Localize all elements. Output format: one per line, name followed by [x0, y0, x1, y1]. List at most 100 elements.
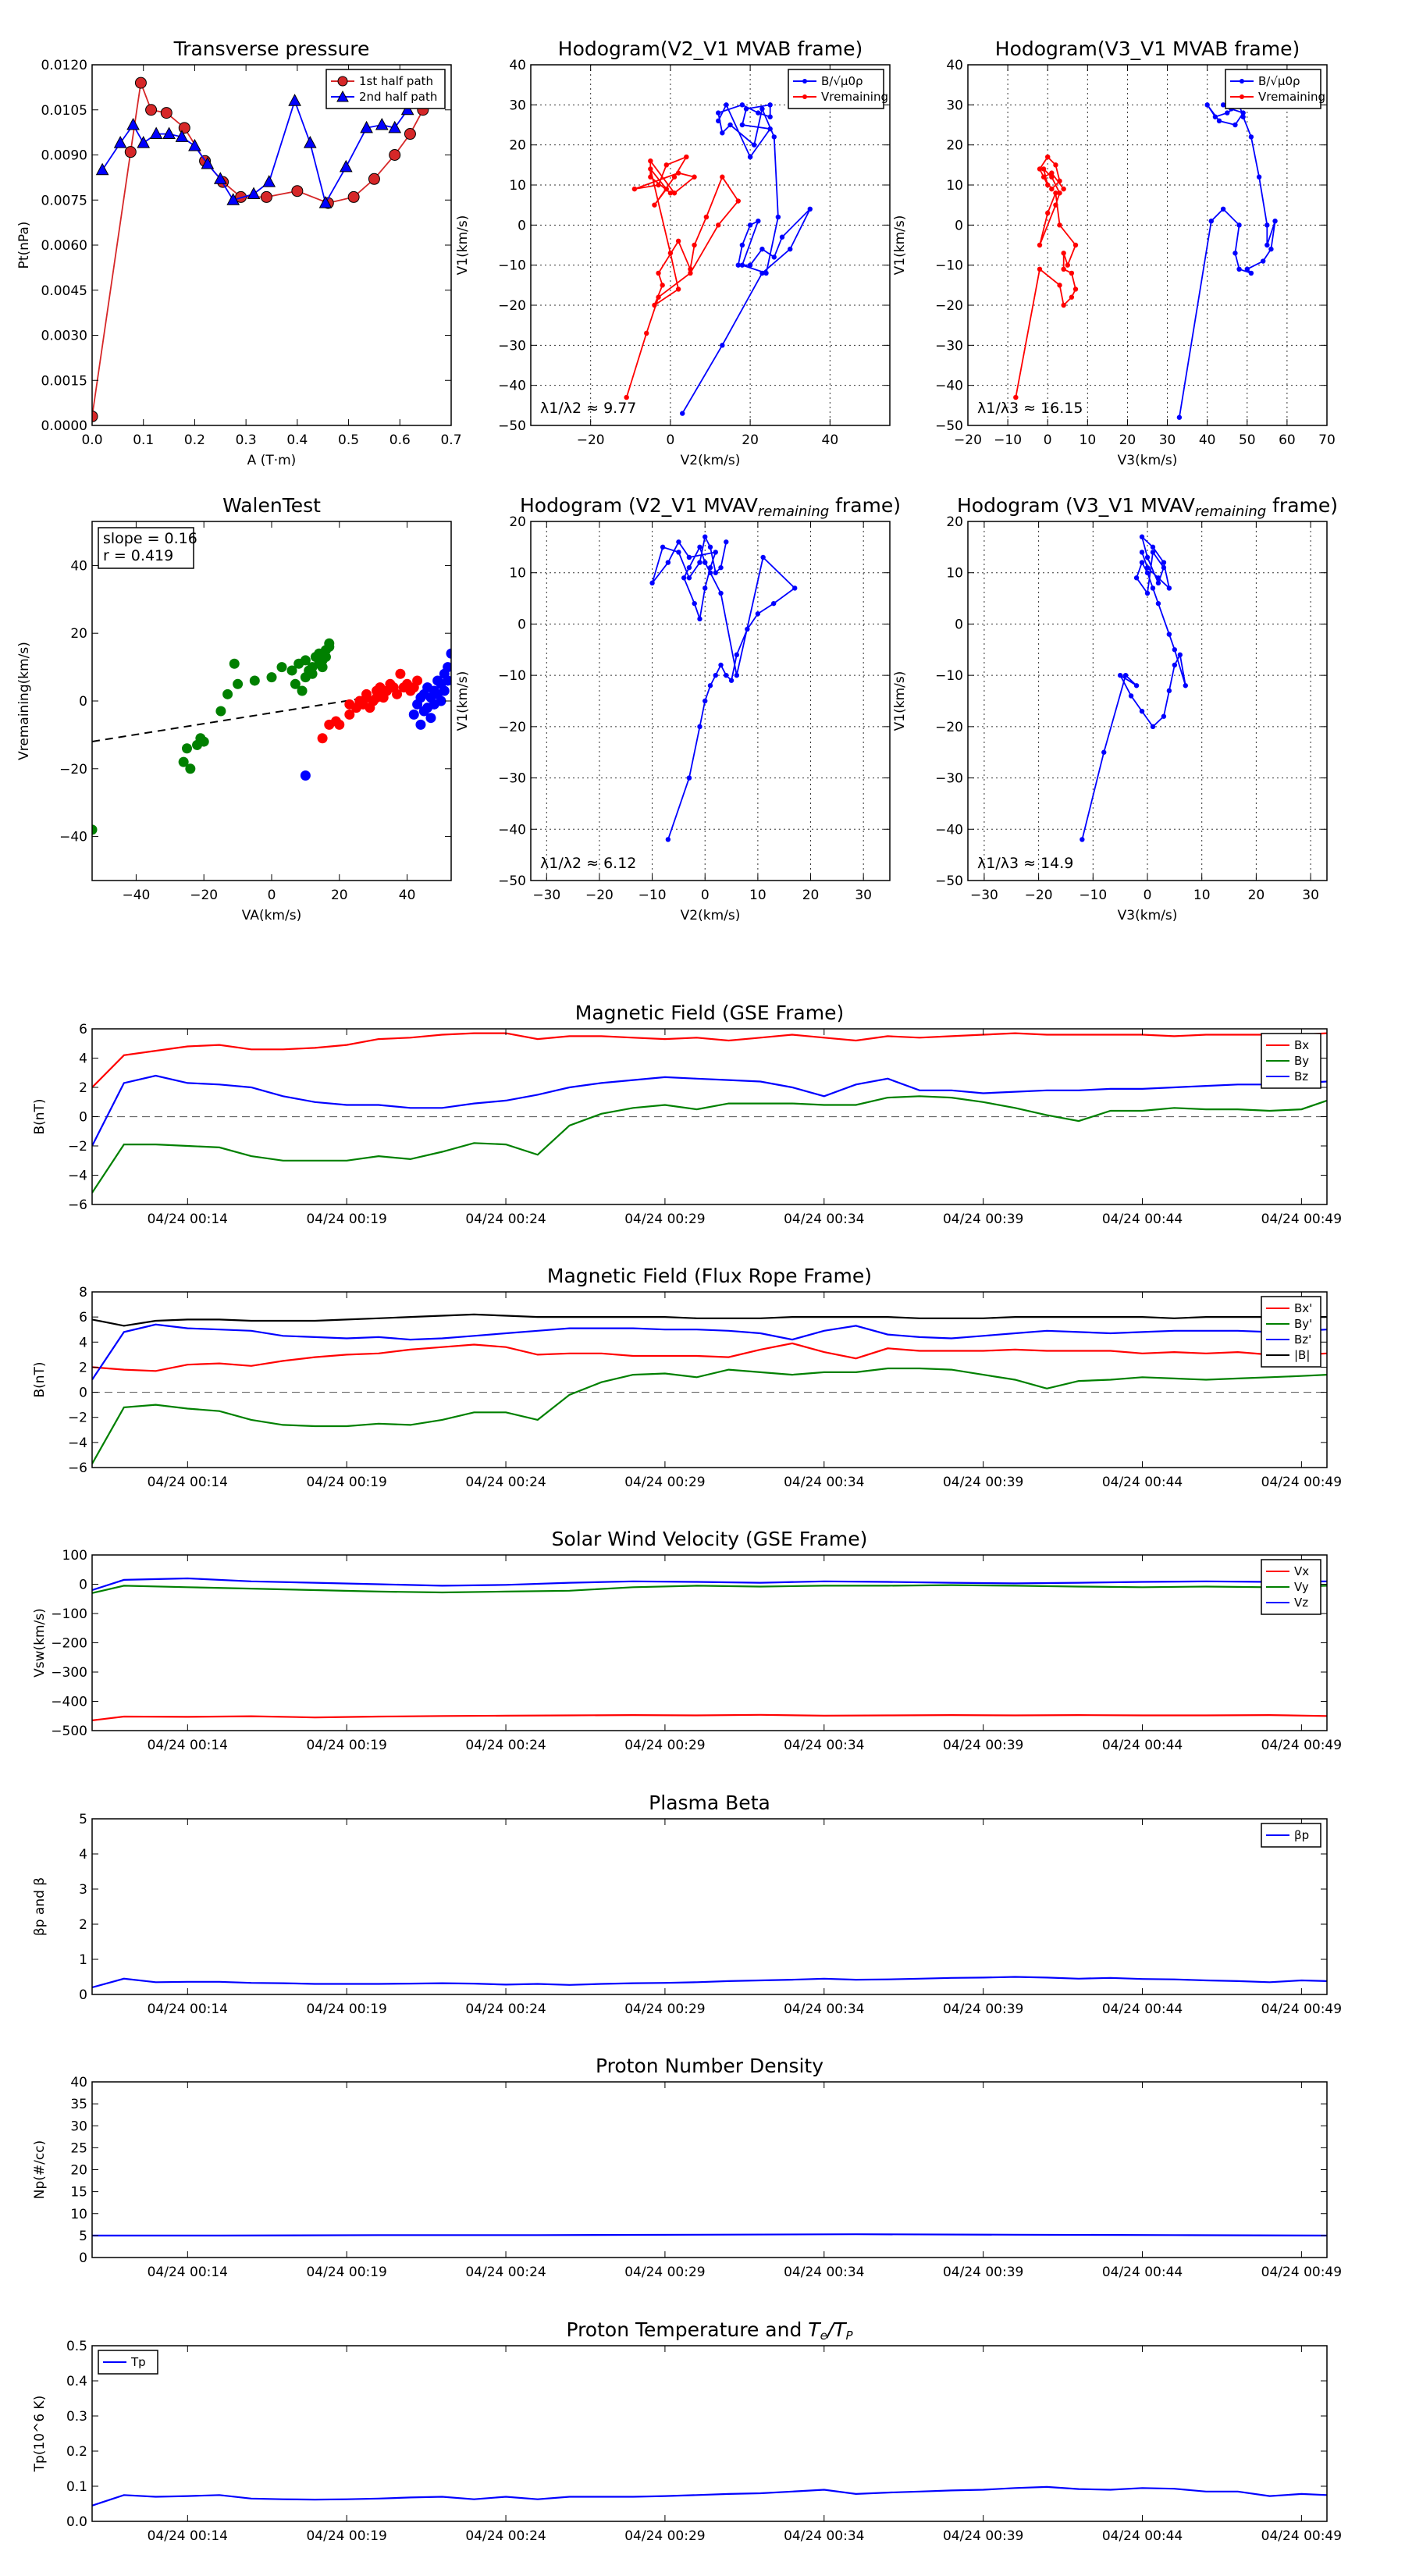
data-point	[702, 698, 708, 704]
chart-title: Hodogram (V2_V1 MVAVremaining frame)	[520, 494, 901, 520]
y-tick-label: 40	[509, 58, 526, 73]
ticks: 04/24 00:14 04/24 00:19 04/24 00:24 04/24 0…	[68, 1022, 1342, 1227]
data-point	[1220, 102, 1226, 108]
y-tick-label: 6	[79, 1310, 87, 1325]
x-tick-label: 04/24 00:29	[624, 1212, 705, 1227]
x-tick-label: 40	[822, 432, 839, 448]
data-point	[1264, 242, 1270, 248]
chart-beta: 04/24 00:14 04/24 00:19 04/24 00:24 04/24 0…	[32, 1791, 1342, 2017]
y-tick-label: −40	[59, 830, 87, 845]
data-point	[660, 283, 665, 288]
data-point	[235, 190, 247, 203]
y-tick-label: 0	[79, 1578, 87, 1593]
series-Tp	[92, 2485, 1327, 2507]
data-point	[759, 270, 765, 276]
data-point	[368, 173, 380, 185]
data-point	[767, 114, 773, 119]
x-tick-label: 04/24 00:44	[1102, 1475, 1183, 1490]
chart-vsw: 04/24 00:14 04/24 00:19 04/24 00:24 04/24 0…	[32, 1528, 1342, 1753]
data-point	[1144, 554, 1151, 560]
y-tick-label: 8	[79, 1285, 87, 1300]
y-tick-label: 2	[79, 1917, 87, 1933]
series-B/√μ0ρ	[1176, 102, 1278, 420]
x-tick-label: 40	[399, 888, 416, 903]
data-point	[1216, 118, 1222, 124]
data-point	[1101, 749, 1107, 755]
x-tick-label: 04/24 00:29	[624, 1738, 705, 1753]
data-point	[1232, 251, 1238, 256]
data-point	[720, 174, 725, 180]
y-axis-label: Np(#/cc)	[32, 2140, 48, 2199]
data-point	[724, 672, 729, 678]
y-tick-label: −30	[935, 771, 963, 787]
chart-tp: 0.0 0.1 0.2 0.3 0.4 0.5 0.6 0.7 0.0000 0.0015 0.00…	[16, 37, 462, 468]
legend-label: 2nd half path	[359, 90, 437, 104]
y-tick-label: −10	[498, 668, 526, 684]
y-tick-label: −20	[935, 298, 963, 314]
data-point	[767, 102, 773, 108]
x-tick-label: 04/24 00:49	[1261, 2001, 1342, 2017]
data-point	[663, 162, 669, 168]
x-tick-label: 0.7	[440, 432, 461, 448]
data-point	[745, 626, 750, 632]
data-point	[1172, 647, 1178, 653]
data-point	[1057, 178, 1062, 184]
data-point	[1161, 713, 1167, 719]
eigenvalue-ratio: λ1/λ3 ≈ 16.15	[977, 400, 1083, 417]
plot-area	[624, 102, 813, 416]
ticks: −30 −20 −10 0 10 20 30 −50 −40 −30 −20 −10 0 10 20	[498, 514, 890, 903]
x-tick-label: 04/24 00:19	[306, 2265, 386, 2280]
x-tick-label: −20	[577, 432, 605, 448]
axes-frame	[967, 64, 1328, 426]
x-axis-label: V3(km/s)	[1118, 908, 1178, 923]
data-point	[276, 662, 287, 673]
legend-label: B/√μ0ρ	[821, 74, 863, 88]
legend-marker	[1240, 94, 1244, 99]
data-point	[727, 122, 733, 128]
legend-label: |B|	[1294, 1348, 1310, 1362]
x-tick-label: 04/24 00:39	[943, 2528, 1023, 2544]
data-point	[178, 756, 189, 767]
x-tick-label: 04/24 00:44	[1102, 1738, 1183, 1753]
data-point	[739, 102, 745, 108]
y-axis-label: Pt(nPa)	[16, 222, 32, 269]
data-point	[624, 394, 629, 400]
y-tick-label: 0	[518, 617, 526, 632]
data-point	[667, 190, 674, 196]
data-point	[680, 411, 685, 416]
data-point	[162, 126, 176, 140]
y-tick-label: −20	[59, 762, 87, 777]
x-tick-label: 0.2	[184, 432, 205, 448]
data-point	[297, 685, 308, 696]
x-tick-label: 04/24 00:49	[1261, 1738, 1342, 1753]
data-point	[660, 544, 666, 550]
data-point	[375, 117, 389, 130]
x-tick-label: 0.1	[133, 432, 154, 448]
x-tick-label: 04/24 00:29	[624, 2265, 705, 2280]
series-line	[681, 103, 811, 415]
legend-marker	[802, 79, 807, 84]
data-point	[688, 270, 693, 276]
axes-frame	[530, 64, 891, 426]
y-tick-label: 0	[79, 2250, 87, 2266]
plot-area	[92, 2485, 1327, 2507]
data-point	[775, 214, 781, 220]
x-tick-label: −30	[970, 888, 998, 903]
grid	[968, 521, 1327, 881]
legend: βp	[1261, 1823, 1321, 1848]
x-tick-label: 04/24 00:34	[784, 2001, 864, 2017]
x-tick-label: 04/24 00:19	[306, 2001, 386, 2017]
data-point	[1236, 266, 1242, 272]
series-line	[92, 2485, 1327, 2507]
y-tick-label: 0.0075	[41, 193, 87, 208]
data-point	[779, 234, 785, 240]
y-tick-label: 0.0030	[41, 329, 87, 344]
data-point	[1049, 174, 1055, 180]
x-tick-label: 04/24 00:14	[148, 1212, 228, 1227]
legend-label: By'	[1294, 1317, 1312, 1331]
data-point	[665, 560, 671, 565]
y-tick-label: 0.0000	[41, 418, 87, 434]
y-tick-label: 0	[955, 218, 963, 233]
y-tick-label: 40	[946, 58, 963, 73]
